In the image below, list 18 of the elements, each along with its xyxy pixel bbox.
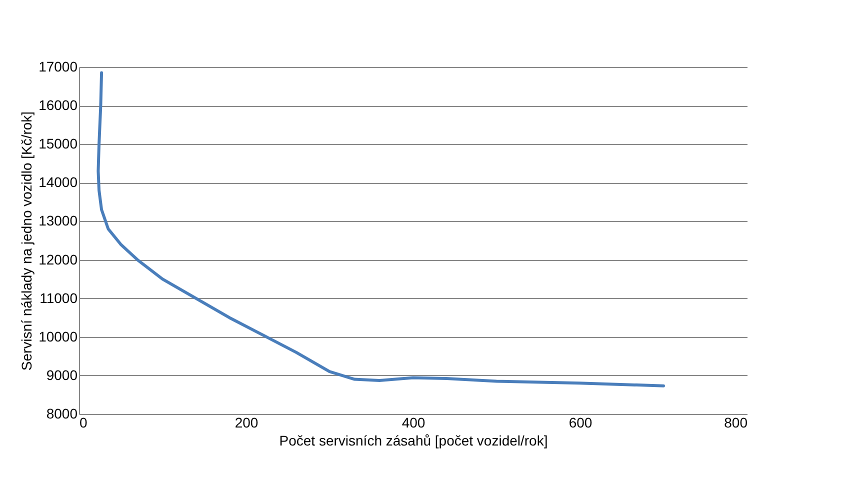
y-tick-label: 16000 bbox=[38, 97, 78, 114]
y-tick-label: 10000 bbox=[38, 328, 78, 344]
x-axis-title: Počet servisních zásahů [počet vozidel/rok] bbox=[279, 432, 548, 448]
line-series bbox=[96, 71, 665, 388]
y-tick-label: 15000 bbox=[38, 136, 78, 152]
y-tick-label: 17000 bbox=[38, 58, 78, 74]
y-tick-label: 12000 bbox=[38, 251, 78, 268]
y-tick-label: 14000 bbox=[38, 174, 78, 190]
x-tick-label: 800 bbox=[724, 414, 748, 430]
x-tick-label: 400 bbox=[402, 414, 426, 430]
y-tick-label: 9000 bbox=[46, 366, 78, 383]
y-tick-label: 11000 bbox=[40, 290, 78, 306]
x-tick-label: 0 bbox=[80, 414, 88, 430]
y-tick-label: 13000 bbox=[38, 212, 78, 229]
x-tick-label: 600 bbox=[568, 414, 592, 430]
x-tick-label: 200 bbox=[234, 414, 258, 430]
y-tick-label: 8000 bbox=[46, 406, 78, 422]
y-axis-title: Servisní náklady na jedno vozidlo [Kč/rok] bbox=[18, 111, 35, 371]
